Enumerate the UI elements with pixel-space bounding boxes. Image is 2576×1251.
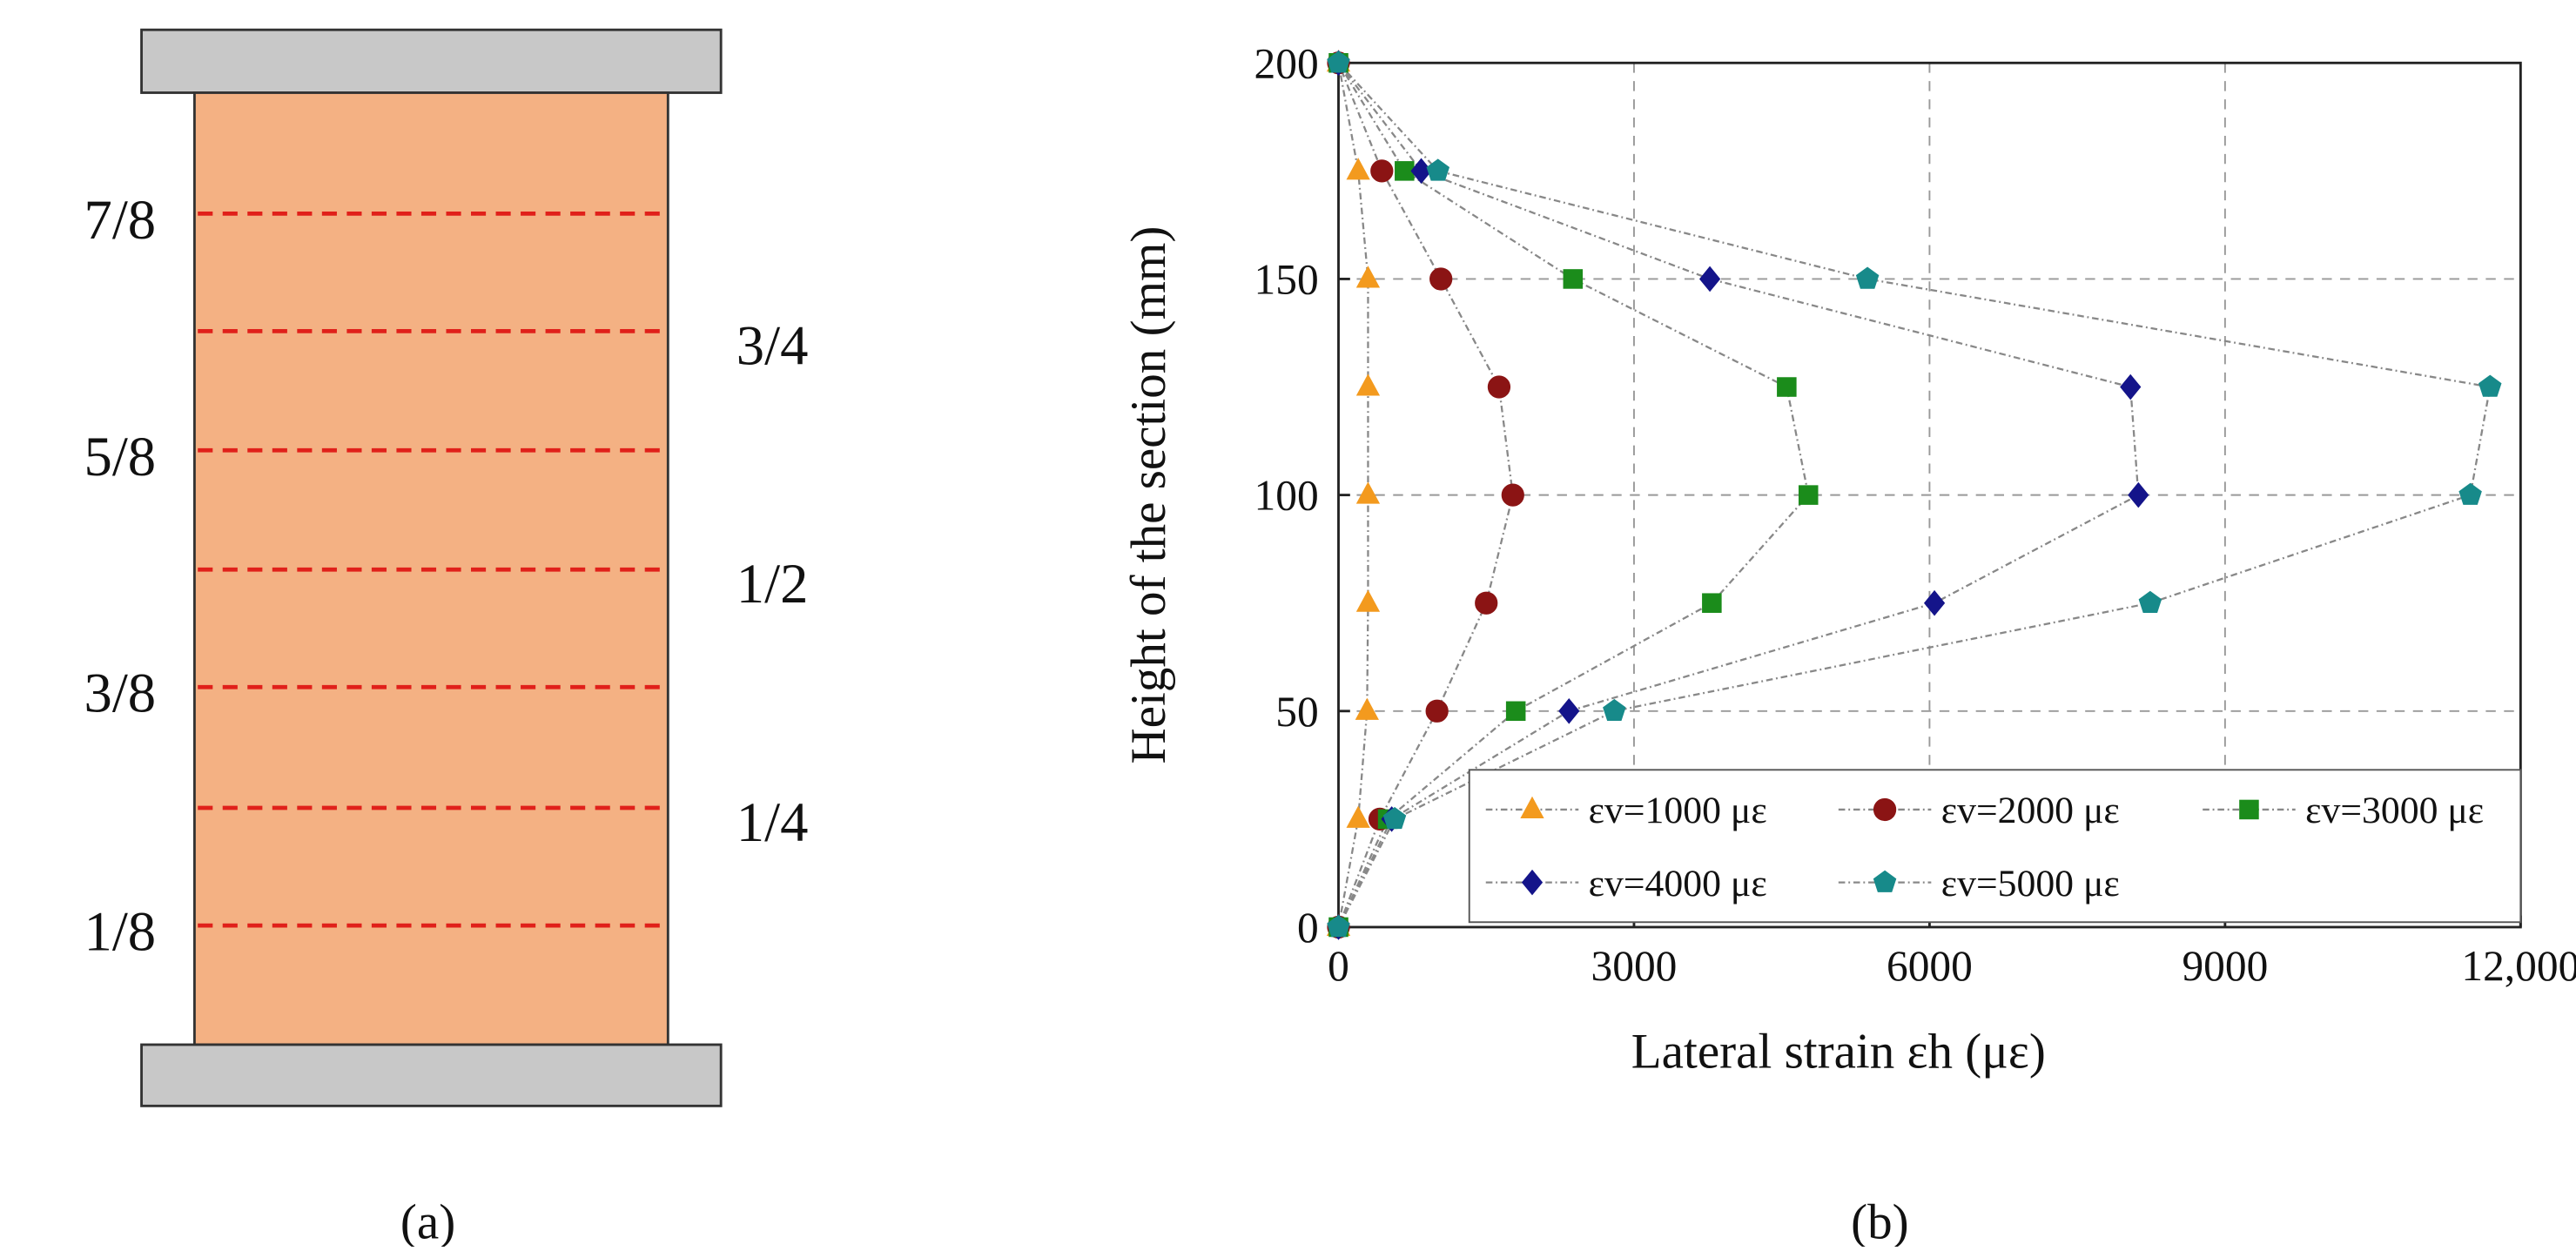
- marker: [1327, 915, 1350, 938]
- y-axis-label: Height of the section (mm): [1121, 226, 1176, 764]
- level-label: 7/8: [84, 188, 157, 251]
- marker: [1355, 481, 1381, 504]
- marker: [1475, 591, 1498, 615]
- marker: [1702, 593, 1722, 613]
- marker: [1505, 701, 1526, 722]
- diagram: (a) 7/8 3/4 5/8 1/2 3/8 1/4 1/8: [84, 28, 809, 1249]
- marker: [1327, 50, 1350, 73]
- marker: [1563, 269, 1584, 289]
- marker: [1558, 697, 1580, 724]
- top-plate: [140, 28, 723, 94]
- level-label: 5/8: [84, 425, 157, 488]
- level-label: 3/8: [84, 662, 157, 724]
- x-tick-label: 0: [1328, 942, 1349, 990]
- legend-label: εv=2000 με: [1941, 790, 2120, 831]
- level-label: 1/2: [736, 552, 809, 615]
- marker: [1521, 869, 1544, 896]
- level-label: 1/4: [736, 790, 809, 853]
- marker: [1698, 266, 1721, 293]
- y-tick-label: 100: [1254, 472, 1319, 520]
- caption-b: (b): [1851, 1194, 1909, 1247]
- marker: [1873, 870, 1897, 892]
- marker: [1346, 805, 1370, 828]
- marker: [1355, 589, 1381, 612]
- marker: [1425, 699, 1449, 723]
- marker: [2239, 799, 2259, 820]
- marker: [1855, 266, 1880, 289]
- legend-label: εv=5000 με: [1941, 863, 2120, 905]
- marker: [1603, 698, 1626, 722]
- marker: [1355, 266, 1381, 288]
- x-tick-label: 12,000: [2461, 942, 2576, 990]
- caption-a: (a): [400, 1194, 455, 1247]
- marker: [1382, 806, 1407, 830]
- marker: [1923, 589, 1946, 616]
- x-tick-label: 6000: [1887, 942, 1973, 990]
- marker: [2120, 373, 2142, 400]
- marker: [1777, 377, 1797, 397]
- marker: [1429, 267, 1453, 291]
- legend-label: εv=3000 με: [2305, 790, 2484, 831]
- marker: [1355, 373, 1381, 396]
- plot-frame: [1337, 61, 2522, 929]
- marker: [1520, 796, 1544, 818]
- y-tick-label: 50: [1275, 688, 1318, 736]
- marker: [2458, 482, 2482, 505]
- bottom-plate: [140, 1043, 723, 1107]
- level-label: 1/8: [84, 900, 157, 963]
- marker: [1355, 697, 1379, 720]
- marker: [1501, 483, 1524, 507]
- marker: [1370, 159, 1394, 183]
- series-line: [1337, 62, 1810, 928]
- level-label: 3/4: [736, 313, 809, 376]
- marker: [1873, 797, 1897, 822]
- marker: [1798, 485, 1819, 505]
- legend-label: εv=1000 με: [1589, 790, 1767, 831]
- legend-box: [1468, 769, 2522, 924]
- y-tick-label: 0: [1297, 904, 1319, 952]
- marker: [2128, 481, 2149, 508]
- x-axis-label: Lateral strain εh (με): [1631, 1025, 2046, 1079]
- marker: [1487, 375, 1511, 399]
- marker: [2478, 374, 2502, 397]
- marker: [1346, 158, 1370, 180]
- x-tick-label: 3000: [1591, 942, 1678, 990]
- marker: [2138, 590, 2162, 613]
- x-tick-label: 9000: [2182, 942, 2268, 990]
- marker: [1426, 158, 1450, 181]
- legend-label: εv=4000 με: [1589, 863, 1767, 905]
- y-tick-label: 150: [1254, 256, 1319, 304]
- y-tick-label: 200: [1254, 39, 1319, 87]
